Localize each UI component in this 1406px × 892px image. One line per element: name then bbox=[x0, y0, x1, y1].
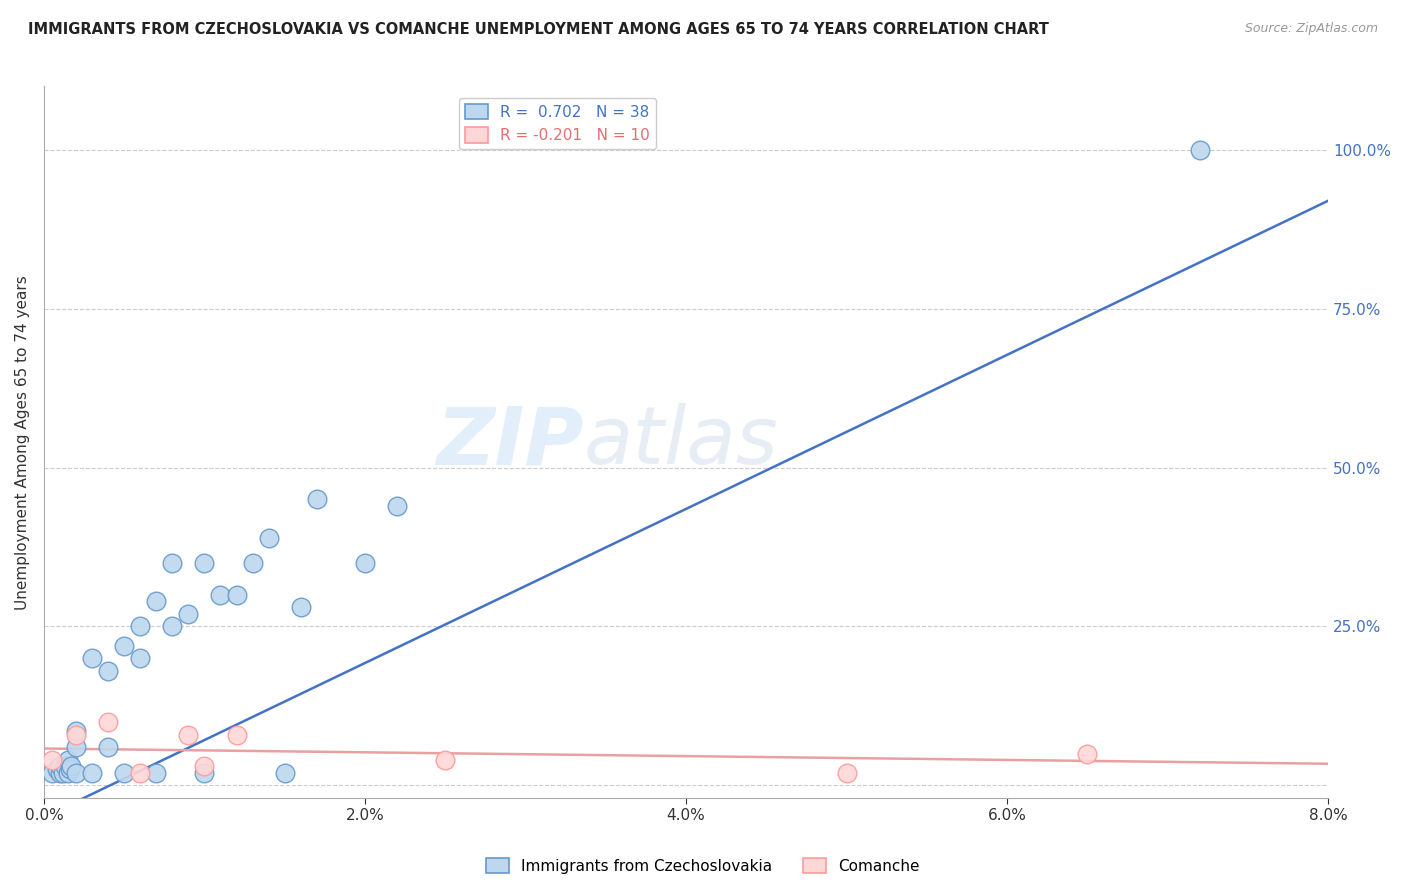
Point bbox=[80, 765, 103, 780]
Point bbox=[58, 763, 80, 777]
Point bbox=[835, 765, 858, 780]
Y-axis label: Unemployment Among Ages 65 to 74 years: Unemployment Among Ages 65 to 74 years bbox=[15, 275, 30, 609]
Legend: R =  0.702   N = 38, R = -0.201   N = 10: R = 0.702 N = 38, R = -0.201 N = 10 bbox=[458, 97, 657, 149]
Point bbox=[209, 588, 232, 602]
Text: Source: ZipAtlas.com: Source: ZipAtlas.com bbox=[1244, 22, 1378, 36]
Point bbox=[1076, 747, 1098, 761]
Point bbox=[49, 759, 72, 773]
Point bbox=[56, 765, 79, 780]
Point bbox=[177, 727, 200, 741]
Point bbox=[385, 499, 408, 513]
Point bbox=[162, 556, 184, 570]
Point bbox=[434, 753, 457, 767]
Point bbox=[49, 765, 72, 780]
Point bbox=[52, 765, 75, 780]
Point bbox=[225, 588, 247, 602]
Point bbox=[162, 619, 184, 633]
Point bbox=[193, 759, 215, 773]
Point bbox=[97, 664, 120, 678]
Text: ZIP: ZIP bbox=[436, 403, 583, 481]
Point bbox=[65, 724, 87, 739]
Point bbox=[45, 763, 67, 777]
Point bbox=[354, 556, 377, 570]
Point bbox=[129, 765, 152, 780]
Point bbox=[97, 714, 120, 729]
Point bbox=[129, 651, 152, 665]
Point bbox=[65, 740, 87, 755]
Point bbox=[145, 765, 167, 780]
Point bbox=[290, 600, 312, 615]
Point bbox=[112, 639, 135, 653]
Point bbox=[41, 765, 63, 780]
Point bbox=[65, 727, 87, 741]
Point bbox=[129, 619, 152, 633]
Point bbox=[193, 556, 215, 570]
Point bbox=[97, 740, 120, 755]
Point bbox=[257, 531, 280, 545]
Legend: Immigrants from Czechoslovakia, Comanche: Immigrants from Czechoslovakia, Comanche bbox=[481, 852, 925, 880]
Point bbox=[1188, 143, 1211, 157]
Point bbox=[60, 759, 83, 773]
Point bbox=[56, 753, 79, 767]
Text: IMMIGRANTS FROM CZECHOSLOVAKIA VS COMANCHE UNEMPLOYMENT AMONG AGES 65 TO 74 YEAR: IMMIGRANTS FROM CZECHOSLOVAKIA VS COMANC… bbox=[28, 22, 1049, 37]
Point bbox=[53, 759, 76, 773]
Point bbox=[305, 492, 328, 507]
Point bbox=[193, 765, 215, 780]
Point bbox=[242, 556, 264, 570]
Point bbox=[80, 651, 103, 665]
Point bbox=[145, 594, 167, 608]
Text: atlas: atlas bbox=[583, 403, 778, 481]
Point bbox=[112, 765, 135, 780]
Point bbox=[273, 765, 295, 780]
Point bbox=[177, 607, 200, 621]
Point bbox=[65, 765, 87, 780]
Point bbox=[225, 727, 247, 741]
Point bbox=[41, 753, 63, 767]
